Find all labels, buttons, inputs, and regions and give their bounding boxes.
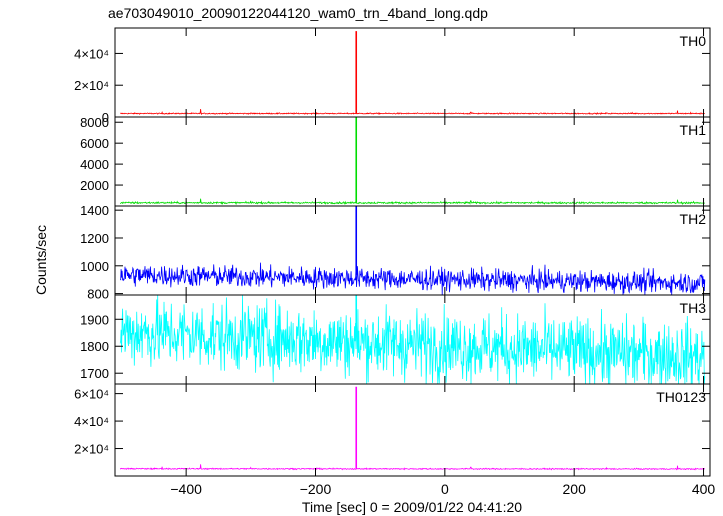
y-tick-label: 1200 [80,231,109,246]
series-line-th0 [120,109,705,116]
series-line-th3 [119,295,706,384]
y-tick-label: 1700 [80,366,109,381]
x-tick-label: −200 [300,481,332,497]
series-line-th2 [119,262,706,295]
y-tick-label: 1000 [80,259,109,274]
y-tick-label: 4000 [80,157,109,172]
y-tick-label: 2×10⁴ [74,442,109,457]
y-axis-label: Counts/sec [33,225,49,295]
y-tick-label: 1900 [80,312,109,327]
panel-label-th0123: TH0123 [656,389,706,405]
y-tick-label: 1800 [80,339,109,354]
panel-label-th1: TH1 [680,122,707,138]
panels-group: TH002×10⁴4×10⁴TH12000400060008000TH28001… [74,27,716,497]
y-tick-label: 1400 [80,203,109,218]
series-line-th1 [120,198,705,206]
y-tick-label: 6×10⁴ [74,387,109,402]
panel-frame-th1 [114,116,711,207]
x-tick-label: −400 [170,481,202,497]
x-tick-label: 400 [692,481,716,497]
y-tick-label: 8000 [80,115,109,130]
y-tick-label: 2×10⁴ [74,78,109,93]
chart-title: ae703049010_20090122044120_wam0_trn_4ban… [108,5,488,21]
series-line-th0123 [119,464,706,471]
y-tick-label: 2000 [80,178,109,193]
x-tick-label: 200 [563,481,587,497]
y-tick-label: 0 [102,110,109,125]
y-tick-label: 6000 [80,136,109,151]
y-tick-label: 800 [87,287,109,302]
panel-frame-th0123 [114,383,711,477]
panel-label-th2: TH2 [680,211,707,227]
panel-label-th3: TH3 [680,300,707,316]
panel-label-th0: TH0 [680,33,707,49]
x-tick-label: 0 [441,481,449,497]
x-axis-label: Time [sec] 0 = 2009/01/22 04:41:20 [302,499,522,515]
y-tick-label: 4×10⁴ [74,46,109,61]
panel-frame-th0 [114,27,711,118]
y-tick-label: 4×10⁴ [74,414,109,429]
